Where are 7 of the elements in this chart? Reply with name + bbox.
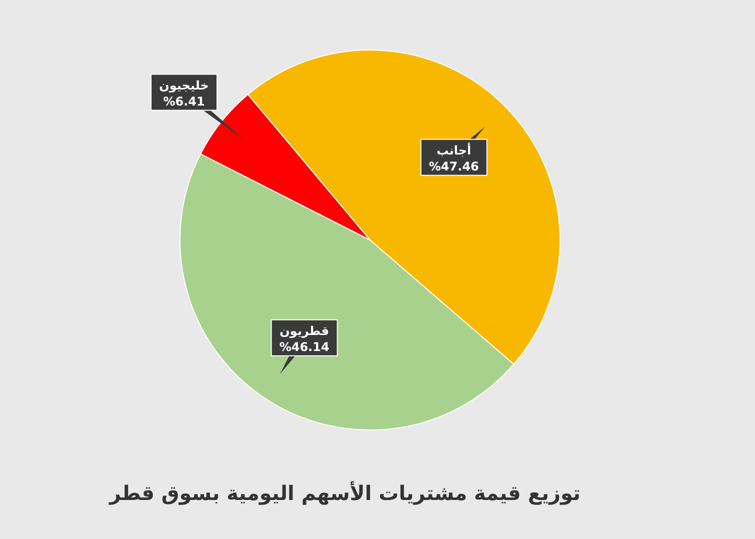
data-label: %6.41 xyxy=(163,94,205,108)
slice-label: خليجيون xyxy=(159,78,209,92)
data-label: %46.14 xyxy=(279,340,330,354)
text: توزيع قيمة مشتريات الأسهم اليومية بسوق قطر xyxy=(108,481,581,505)
data-label: %47.46 xyxy=(428,159,479,174)
slice-label: قطريون xyxy=(280,324,329,338)
slice-label: أجانب xyxy=(436,142,472,158)
